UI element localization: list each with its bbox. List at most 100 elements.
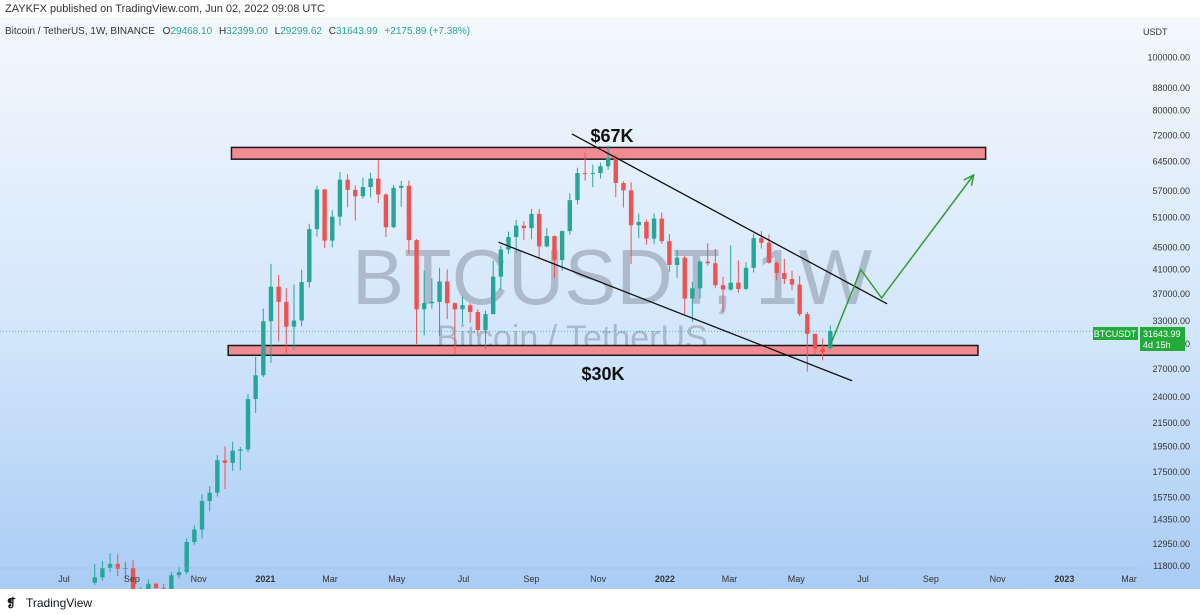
time-tick-label: May [788, 574, 806, 584]
candle [391, 184, 396, 229]
candle [414, 239, 419, 344]
candle [651, 213, 657, 245]
candle [299, 269, 304, 327]
candle [552, 235, 557, 278]
badge-price-bg [1140, 327, 1185, 351]
candle [429, 278, 435, 309]
candle [498, 245, 504, 291]
candle [536, 208, 542, 259]
candle-body [636, 221, 641, 226]
candle-body [705, 261, 710, 264]
price-chart[interactable]: BTCUSDT, 1W Bitcoin / TetherUS $67K $30K… [0, 18, 1200, 589]
candle [330, 210, 335, 248]
candle [582, 152, 588, 181]
candle-body [230, 450, 235, 463]
time-tick-label: Nov [191, 574, 208, 584]
forecast-arrowhead [963, 173, 975, 186]
candle [774, 261, 779, 281]
time-tick-label: Sep [124, 574, 140, 584]
candle [766, 234, 772, 264]
price-tick-label: 19500.00 [1152, 441, 1190, 451]
candle [184, 538, 189, 575]
footer: ❡ TradingView [0, 590, 1200, 615]
candle-body [169, 575, 174, 589]
time-tick-label: Nov [590, 574, 607, 584]
candle [199, 494, 205, 539]
candle [659, 212, 664, 244]
candle-body [797, 284, 802, 315]
candle-body [161, 588, 166, 589]
candle [812, 333, 818, 355]
legend-high: 32399.00 [226, 26, 268, 37]
candle [245, 394, 251, 452]
candle-body [475, 312, 481, 331]
time-tick-label: 2022 [655, 574, 675, 584]
candle [789, 270, 795, 291]
last-price-badge: BTCUSDT 31643.99 4d 15h [1093, 327, 1185, 351]
legend-symbol: Bitcoin / TetherUS, 1W, BINANCE [5, 26, 155, 37]
forecast-path [829, 174, 975, 346]
candle-body [644, 221, 649, 239]
candle-body [513, 225, 519, 238]
candle [559, 230, 565, 271]
candle-body [299, 282, 304, 321]
candle-body [184, 542, 189, 573]
candle [513, 219, 519, 253]
legend-close-label: C [329, 26, 336, 37]
candle [314, 185, 320, 237]
candle-body [621, 182, 626, 191]
candle [238, 447, 243, 471]
time-tick-label: Jul [857, 574, 869, 584]
candle-body [452, 303, 458, 310]
candle-body [429, 301, 435, 304]
candle [406, 180, 412, 254]
time-tick-label: 2023 [1054, 574, 1074, 584]
candle [644, 219, 649, 245]
candle [590, 164, 595, 188]
candle-body [782, 273, 787, 280]
chart-area[interactable]: BTCUSDT, 1W Bitcoin / TetherUS $67K $30K… [0, 18, 1200, 589]
candle [123, 561, 128, 580]
candle [307, 223, 312, 288]
legend-low-label: L [275, 26, 281, 37]
candle [268, 263, 274, 363]
price-tick-label: 51000.00 [1152, 213, 1190, 223]
candle-body [176, 572, 182, 576]
price-axis[interactable]: USDT 11800.00 12950.00 14350.00 15750.00 175… [1138, 18, 1200, 589]
time-tick-label: Mar [1121, 574, 1137, 584]
candle [437, 267, 442, 337]
legend-open: 29468.10 [170, 26, 212, 37]
candle-body [567, 200, 572, 232]
candle [460, 296, 465, 324]
annotation-labels: $67K $30K [581, 126, 633, 384]
time-tick-label: 2021 [255, 574, 275, 584]
candle [529, 208, 534, 240]
candle-body [552, 236, 557, 260]
candle-body [391, 187, 396, 228]
candle [161, 583, 166, 589]
candle-body [368, 178, 373, 188]
candle [291, 284, 297, 350]
ohlc-legend: Bitcoin / TetherUS, 1W, BINANCE O29468.1… [5, 26, 470, 37]
candle-body [828, 331, 833, 349]
candle [720, 276, 726, 313]
candle [353, 185, 358, 221]
candle-body [521, 225, 527, 229]
price-tick-label: 88000.00 [1152, 83, 1190, 93]
candle [797, 276, 802, 317]
candle [490, 260, 496, 315]
time-tick-label: Jul [458, 574, 470, 584]
trendline-2 [498, 241, 853, 382]
candle-body [582, 173, 588, 175]
candle-body [812, 333, 818, 349]
candle-body [261, 321, 266, 376]
candle-body [445, 281, 450, 304]
candles-layer [92, 145, 833, 589]
candle-body [766, 242, 772, 263]
legend-close: 31643.99 [336, 26, 378, 37]
candle-body [728, 282, 733, 290]
time-tick-label: Mar [722, 574, 738, 584]
candle [100, 560, 105, 581]
time-axis[interactable]: Jul Sep Nov 2021 Mar May Jul Sep Nov 2022 Mar May Ju… [0, 567, 1138, 584]
candle-body [268, 286, 274, 322]
